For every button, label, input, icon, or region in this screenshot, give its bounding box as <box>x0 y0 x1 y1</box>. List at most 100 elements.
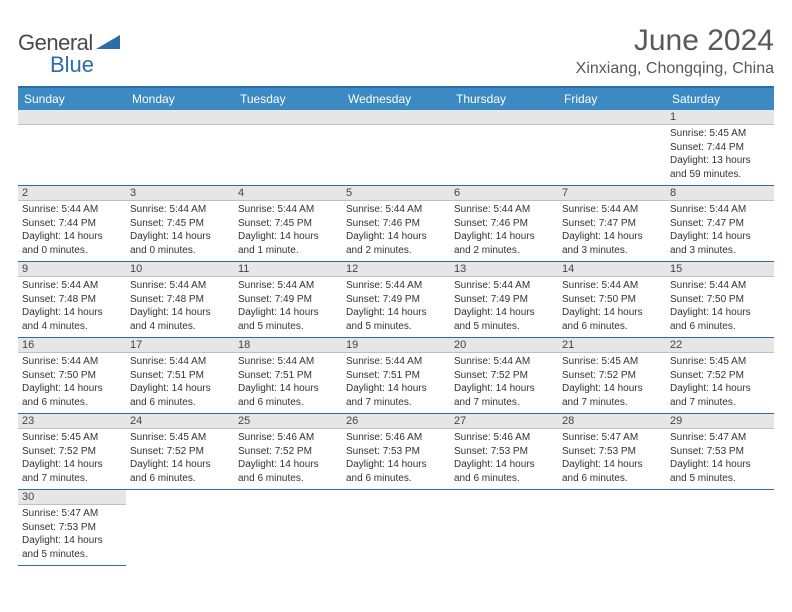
calendar-cell: 24Sunrise: 5:45 AMSunset: 7:52 PMDayligh… <box>126 414 234 490</box>
calendar-cell: 9 Sunrise: 5:44 AMSunset: 7:48 PMDaylight… <box>18 262 126 338</box>
daylight-text: Daylight: 14 hours and 7 minutes. <box>454 382 554 409</box>
calendar-cell: 12Sunrise: 5:44 AMSunset: 7:49 PMDayligh… <box>342 262 450 338</box>
calendar-cell: 28Sunrise: 5:47 AMSunset: 7:53 PMDayligh… <box>558 414 666 490</box>
daylight-text: Daylight: 14 hours and 3 minutes. <box>670 230 770 257</box>
sunset-text: Sunset: 7:53 PM <box>670 445 770 459</box>
title-block: June 2024 Xinxiang, Chongqing, China <box>576 24 774 78</box>
empty-day <box>450 110 558 125</box>
day-number: 14 <box>558 262 666 277</box>
day-number: 20 <box>450 338 558 353</box>
sunrise-text: Sunrise: 5:47 AM <box>22 507 122 521</box>
day-number: 5 <box>342 186 450 201</box>
day-number: 16 <box>18 338 126 353</box>
sunset-text: Sunset: 7:48 PM <box>22 293 122 307</box>
calendar-row: 9Sunrise: 5:44 AMSunset: 7:48 PMDaylight… <box>18 262 774 338</box>
daylight-text: Daylight: 14 hours and 7 minutes. <box>562 382 662 409</box>
daylight-text: Daylight: 14 hours and 6 minutes. <box>346 458 446 485</box>
day-number: 30 <box>18 490 126 505</box>
sunrise-text: Sunrise: 5:44 AM <box>454 279 554 293</box>
sunrise-text: Sunrise: 5:44 AM <box>670 203 770 217</box>
sunset-text: Sunset: 7:47 PM <box>562 217 662 231</box>
sunrise-text: Sunrise: 5:45 AM <box>562 355 662 369</box>
calendar-row: 23Sunrise: 5:45 AMSunset: 7:52 PMDayligh… <box>18 414 774 490</box>
sunset-text: Sunset: 7:52 PM <box>670 369 770 383</box>
empty-day <box>558 110 666 125</box>
daylight-text: Daylight: 14 hours and 2 minutes. <box>454 230 554 257</box>
sunset-text: Sunset: 7:49 PM <box>346 293 446 307</box>
sunset-text: Sunset: 7:49 PM <box>454 293 554 307</box>
sunrise-text: Sunrise: 5:46 AM <box>238 431 338 445</box>
daylight-text: Daylight: 14 hours and 6 minutes. <box>454 458 554 485</box>
sunset-text: Sunset: 7:50 PM <box>562 293 662 307</box>
sunset-text: Sunset: 7:45 PM <box>130 217 230 231</box>
day-number: 28 <box>558 414 666 429</box>
calendar-cell: 3Sunrise: 5:44 AMSunset: 7:45 PMDaylight… <box>126 186 234 262</box>
day-number: 9 <box>18 262 126 277</box>
sunset-text: Sunset: 7:52 PM <box>238 445 338 459</box>
calendar-cell <box>234 490 342 566</box>
calendar-cell <box>450 490 558 566</box>
sunrise-text: Sunrise: 5:44 AM <box>22 279 122 293</box>
empty-day <box>234 110 342 125</box>
sunrise-text: Sunrise: 5:44 AM <box>562 203 662 217</box>
sunset-text: Sunset: 7:49 PM <box>238 293 338 307</box>
daylight-text: Daylight: 14 hours and 5 minutes. <box>670 458 770 485</box>
daylight-text: Daylight: 14 hours and 6 minutes. <box>562 306 662 333</box>
sunrise-text: Sunrise: 5:44 AM <box>562 279 662 293</box>
sunset-text: Sunset: 7:45 PM <box>238 217 338 231</box>
day-header: Friday <box>558 87 666 110</box>
day-number: 4 <box>234 186 342 201</box>
daylight-text: Daylight: 14 hours and 6 minutes. <box>238 382 338 409</box>
empty-day <box>18 110 126 125</box>
day-number: 17 <box>126 338 234 353</box>
calendar-cell <box>342 490 450 566</box>
calendar-cell: 18Sunrise: 5:44 AMSunset: 7:51 PMDayligh… <box>234 338 342 414</box>
daylight-text: Daylight: 14 hours and 7 minutes. <box>346 382 446 409</box>
daylight-text: Daylight: 14 hours and 7 minutes. <box>22 458 122 485</box>
sunset-text: Sunset: 7:51 PM <box>346 369 446 383</box>
calendar-cell <box>342 110 450 186</box>
day-number: 2 <box>18 186 126 201</box>
day-header: Thursday <box>450 87 558 110</box>
calendar-cell: 6Sunrise: 5:44 AMSunset: 7:46 PMDaylight… <box>450 186 558 262</box>
sunrise-text: Sunrise: 5:44 AM <box>238 355 338 369</box>
sunset-text: Sunset: 7:48 PM <box>130 293 230 307</box>
calendar-cell <box>558 110 666 186</box>
calendar-cell: 8 Sunrise: 5:44 AMSunset: 7:47 PMDaylight… <box>666 186 774 262</box>
day-number: 1 <box>666 110 774 125</box>
daylight-text: Daylight: 14 hours and 4 minutes. <box>130 306 230 333</box>
day-number: 8 <box>666 186 774 201</box>
day-header: Wednesday <box>342 87 450 110</box>
header: General June 2024 Xinxiang, Chongqing, C… <box>18 24 774 78</box>
logo-triangle-icon <box>96 33 120 54</box>
daylight-text: Daylight: 14 hours and 4 minutes. <box>22 306 122 333</box>
sunset-text: Sunset: 7:52 PM <box>130 445 230 459</box>
sunrise-text: Sunrise: 5:44 AM <box>130 355 230 369</box>
daylight-text: Daylight: 14 hours and 0 minutes. <box>130 230 230 257</box>
day-number: 29 <box>666 414 774 429</box>
sunrise-text: Sunrise: 5:44 AM <box>238 203 338 217</box>
sunset-text: Sunset: 7:44 PM <box>670 141 770 155</box>
daylight-text: Daylight: 14 hours and 6 minutes. <box>130 458 230 485</box>
calendar-cell: 13Sunrise: 5:44 AMSunset: 7:49 PMDayligh… <box>450 262 558 338</box>
sunrise-text: Sunrise: 5:44 AM <box>346 203 446 217</box>
sunrise-text: Sunrise: 5:44 AM <box>22 203 122 217</box>
day-header: Monday <box>126 87 234 110</box>
sunset-text: Sunset: 7:47 PM <box>670 217 770 231</box>
sunset-text: Sunset: 7:46 PM <box>346 217 446 231</box>
sunset-text: Sunset: 7:53 PM <box>346 445 446 459</box>
calendar-cell: 22Sunrise: 5:45 AMSunset: 7:52 PMDayligh… <box>666 338 774 414</box>
daylight-text: Daylight: 14 hours and 6 minutes. <box>670 306 770 333</box>
sunset-text: Sunset: 7:52 PM <box>562 369 662 383</box>
day-number: 12 <box>342 262 450 277</box>
calendar-cell <box>666 490 774 566</box>
daylight-text: Daylight: 14 hours and 3 minutes. <box>562 230 662 257</box>
empty-day <box>342 110 450 125</box>
sunrise-text: Sunrise: 5:44 AM <box>454 203 554 217</box>
calendar-row: 1Sunrise: 5:45 AMSunset: 7:44 PMDaylight… <box>18 110 774 186</box>
daylight-text: Daylight: 14 hours and 5 minutes. <box>238 306 338 333</box>
sunset-text: Sunset: 7:53 PM <box>562 445 662 459</box>
calendar-cell <box>450 110 558 186</box>
sunset-text: Sunset: 7:53 PM <box>22 521 122 535</box>
day-header-row: Sunday Monday Tuesday Wednesday Thursday… <box>18 87 774 110</box>
